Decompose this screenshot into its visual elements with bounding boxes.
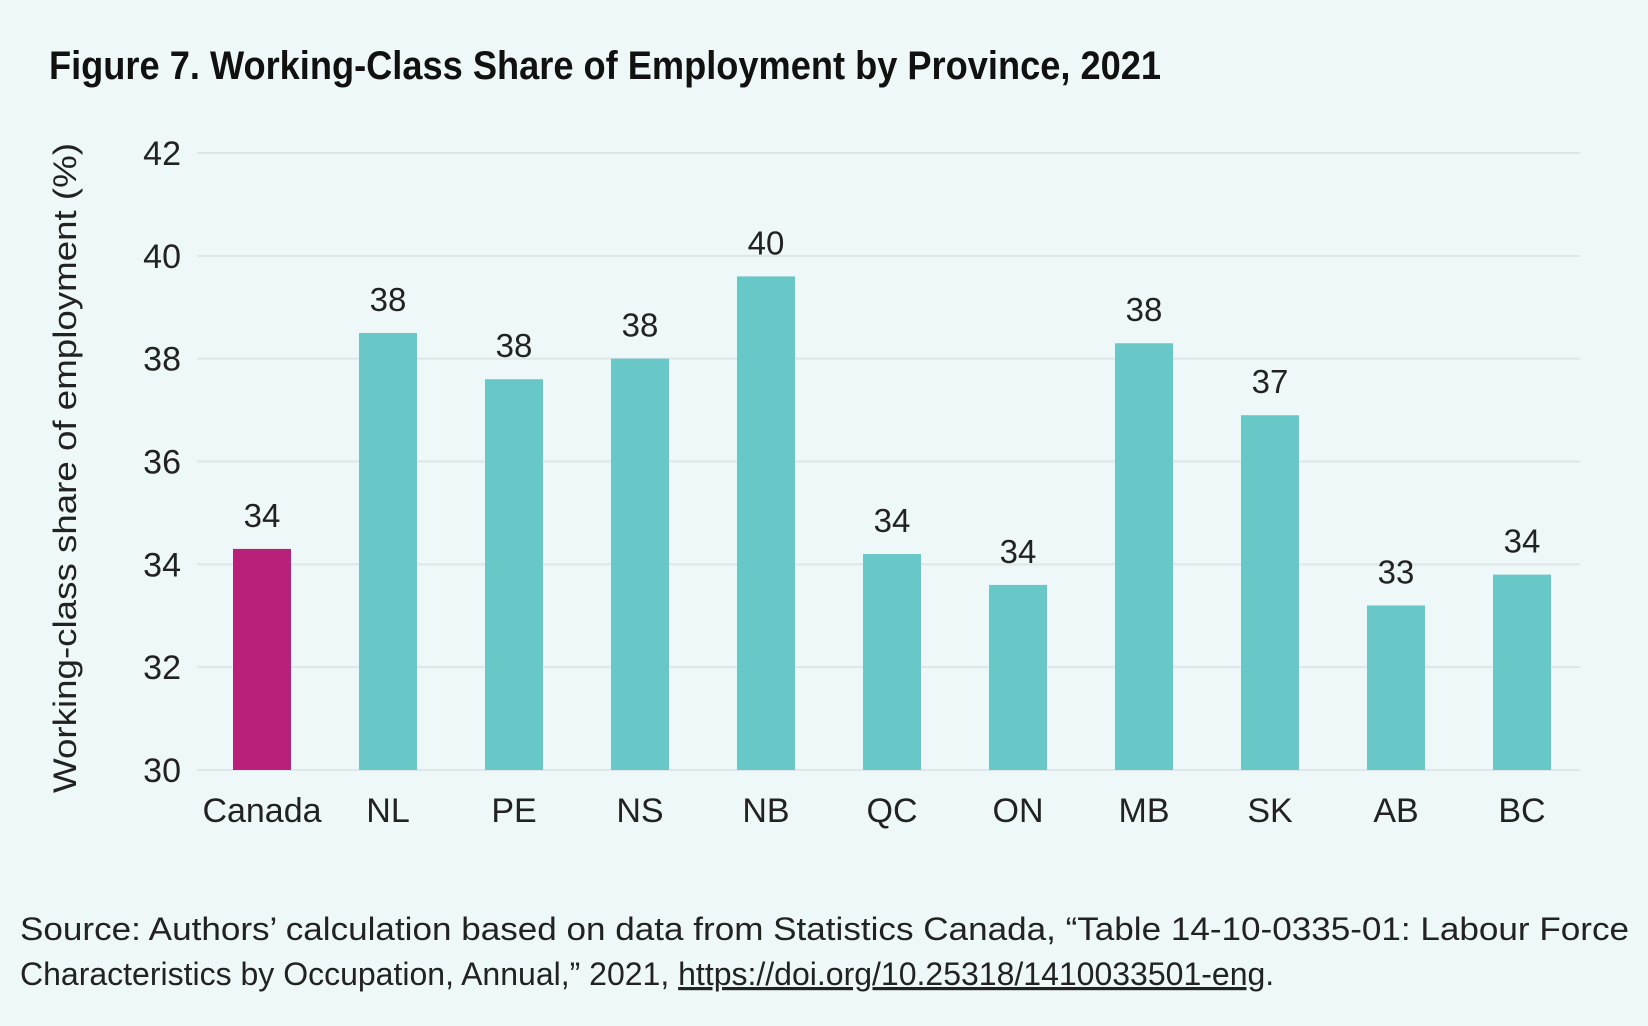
source-line-2-end: . [1265,956,1274,992]
x-tick-label: AB [1373,792,1418,830]
x-tick-label: NL [366,792,409,830]
x-tick-label: NB [742,792,789,830]
source-line-1: Source: Authors’ calculation based on da… [20,911,1629,947]
bar-qc [863,554,921,770]
x-tick-label: BC [1498,792,1545,830]
x-tick-label: QC [867,792,918,830]
x-tick-label: PE [491,792,536,830]
x-tick-label: ON [993,792,1044,830]
bar-ab [1367,605,1425,770]
x-tick-label: SK [1247,792,1293,830]
bar-canada [233,548,291,770]
data-label: 38 [370,281,407,318]
data-label: 34 [874,502,911,539]
x-tick-label: Canada [202,792,321,830]
y-tick-label: 36 [143,444,181,482]
y-tick-label: 38 [143,341,181,379]
y-tick-label: 40 [143,238,181,276]
data-label: 34 [1504,523,1541,560]
bar-ns [611,358,669,770]
bar-mb [1115,343,1173,770]
data-label: 34 [244,497,281,534]
source-link[interactable]: https://doi.org/10.25318/1410033501-eng [678,956,1265,992]
data-label: 33 [1378,553,1415,590]
bar-on [989,584,1047,770]
bar-nl [359,332,417,770]
data-label: 34 [1000,533,1037,570]
x-tick-label: MB [1119,792,1170,830]
y-tick-label: 34 [143,546,181,584]
data-label: 38 [622,307,659,344]
data-label: 38 [1126,291,1163,328]
y-tick-label: 30 [143,752,181,790]
data-label: 40 [748,224,785,261]
bar-nb [737,276,795,770]
x-tick-label: NS [616,792,663,830]
source-line-2: Characteristics by Occupation, Annual,” … [20,956,1274,992]
y-tick-label: 32 [143,649,181,687]
bar-bc [1493,574,1551,770]
source-line-2-text: Characteristics by Occupation, Annual,” … [20,956,678,992]
bar-pe [485,379,543,770]
bar-sk [1241,415,1299,770]
y-axis-label: Working-class share of employment (%) [47,143,83,793]
data-label: 37 [1252,363,1289,400]
data-label: 38 [496,327,533,364]
chart-title: Figure 7. Working-Class Share of Employm… [49,44,1161,88]
y-tick-label: 42 [143,135,181,173]
